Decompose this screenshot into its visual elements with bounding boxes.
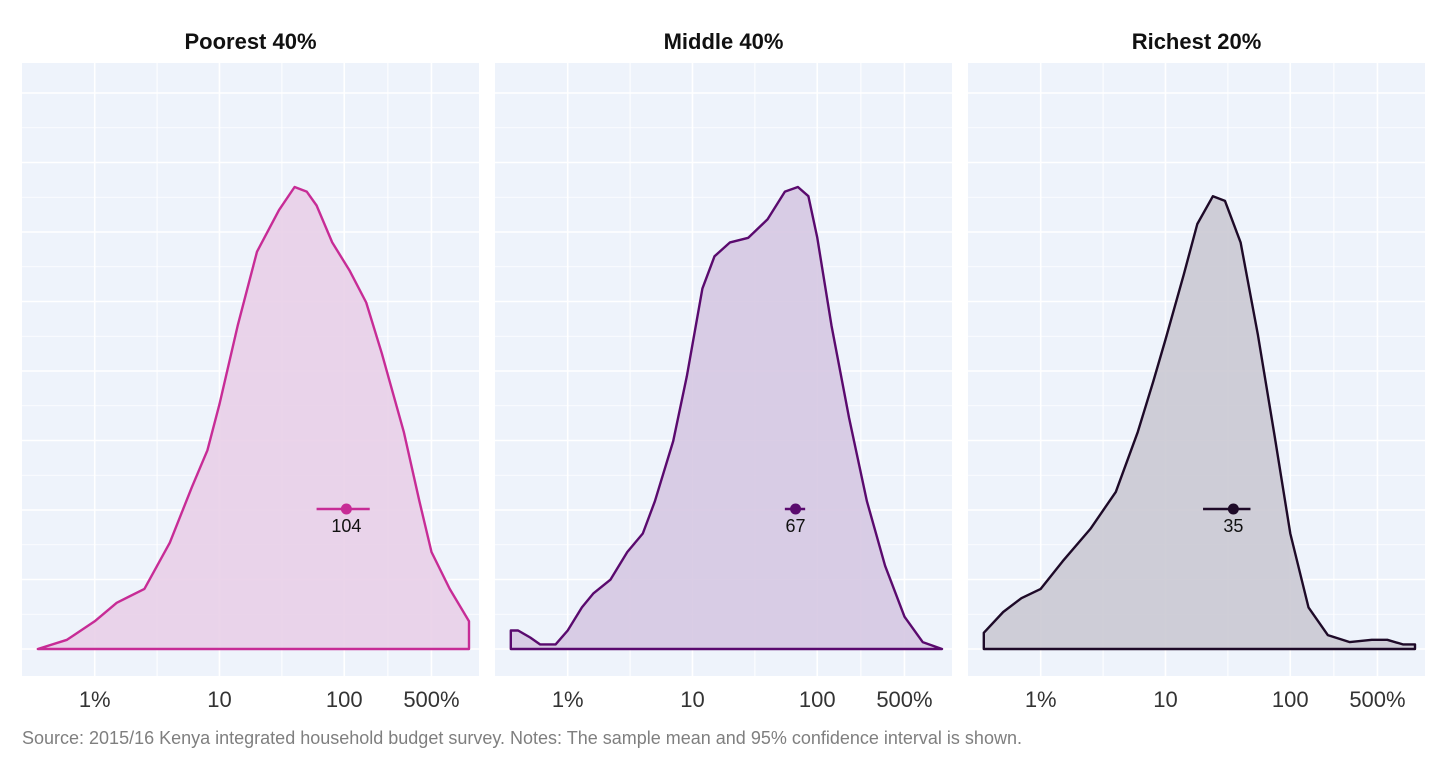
x-tick-label: 100 <box>326 687 363 712</box>
panel-poorest-40: 104 Poorest 40% 1% 10 100 500% <box>22 29 479 712</box>
x-tick-label: 100 <box>1272 687 1309 712</box>
density-area <box>982 195 1417 651</box>
mean-point <box>1227 503 1239 515</box>
x-tick-label: 1% <box>552 687 584 712</box>
facet-title: Richest 20% <box>1132 29 1262 54</box>
density-area <box>36 185 471 651</box>
x-tick-label: 1% <box>79 687 111 712</box>
x-tick-label: 100 <box>799 687 836 712</box>
panel-middle-40: 67 Middle 40% 1% 10 100 500% <box>495 29 952 712</box>
facet-title: Poorest 40% <box>184 29 316 54</box>
x-tick-label: 10 <box>1153 687 1177 712</box>
chart-caption: Source: 2015/16 Kenya integrated househo… <box>22 728 1022 748</box>
mean-label: 35 <box>1223 516 1243 536</box>
mean-point <box>790 503 802 515</box>
x-tick-label: 500% <box>403 687 459 712</box>
panel-richest-20: 35 Richest 20% 1% 10 100 500% <box>968 29 1425 712</box>
density-area <box>509 185 944 651</box>
x-tick-label: 500% <box>876 687 932 712</box>
mean-label: 67 <box>786 516 806 536</box>
x-tick-label: 1% <box>1025 687 1057 712</box>
x-tick-label: 10 <box>680 687 704 712</box>
facet-title: Middle 40% <box>664 29 784 54</box>
mean-label: 104 <box>331 516 361 536</box>
x-tick-label: 500% <box>1349 687 1405 712</box>
mean-point <box>340 503 352 515</box>
x-tick-label: 10 <box>207 687 231 712</box>
